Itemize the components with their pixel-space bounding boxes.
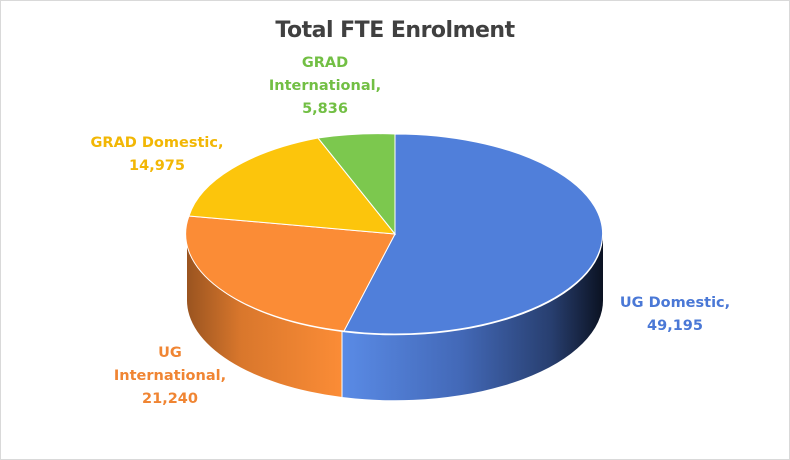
slice-ug-domestic [343,133,604,335]
slice-side-ug-international [186,234,342,397]
pie-top [185,133,604,335]
slice-grad-international [317,133,396,236]
pie-sides [186,234,604,401]
slice-side-ug-domestic [342,234,604,401]
label-line: 49,195 [647,318,703,334]
label-line: 14,975 [129,158,185,174]
data-label-grad-international: GRAD International, 5,836 [250,52,400,121]
data-label-ug-domestic: UG Domestic, 49,195 [600,292,750,338]
label-line: UG [158,345,182,361]
slice-ug-international [185,215,396,332]
chart-title: Total FTE Enrolment [275,18,515,43]
label-line: 5,836 [302,101,348,117]
data-label-grad-domestic: GRAD Domestic, 14,975 [62,132,252,178]
label-line: International, [113,368,227,384]
slice-grad-domestic [188,137,397,235]
label-line: 21,240 [142,391,198,407]
label-line: GRAD [301,55,349,71]
label-line: International, [268,78,382,94]
label-line: UG Domestic, [619,295,731,311]
label-line: GRAD Domestic, [90,135,224,151]
data-label-ug-international: UG International, 21,240 [80,342,260,411]
